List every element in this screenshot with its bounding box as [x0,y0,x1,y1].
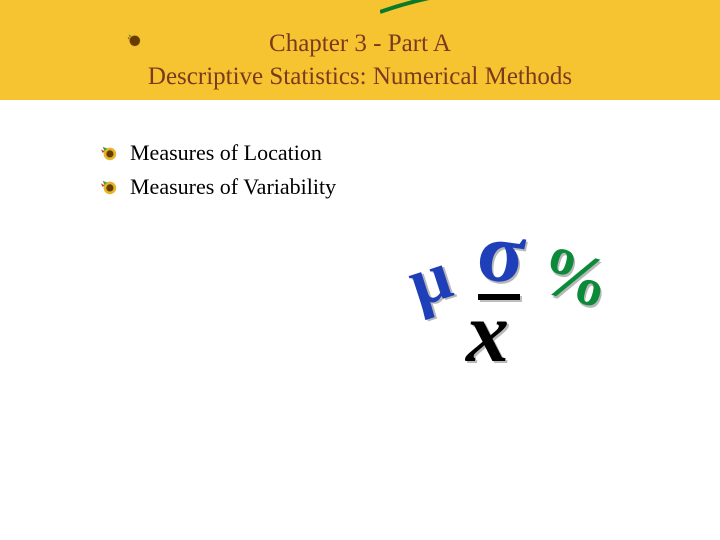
bullet-label: Measures of Location [130,140,322,166]
sun-bullet-icon [100,178,118,196]
title-line-1: Chapter 3 - Part A [0,28,720,61]
symbol-percent: % [530,230,619,326]
symbols-graphic: μ σ % x [400,220,650,400]
list-item: Measures of Location [100,140,336,166]
slide-title: Chapter 3 - Part A Descriptive Statistic… [0,28,720,93]
symbol-xbar: x [466,282,509,382]
content-area: Measures of Location Measures of Variabi… [100,140,336,208]
bullet-label: Measures of Variability [130,174,336,200]
list-item: Measures of Variability [100,174,336,200]
symbol-mu: μ [399,236,461,324]
sun-bullet-icon [100,144,118,162]
title-line-2: Descriptive Statistics: Numerical Method… [0,61,720,94]
